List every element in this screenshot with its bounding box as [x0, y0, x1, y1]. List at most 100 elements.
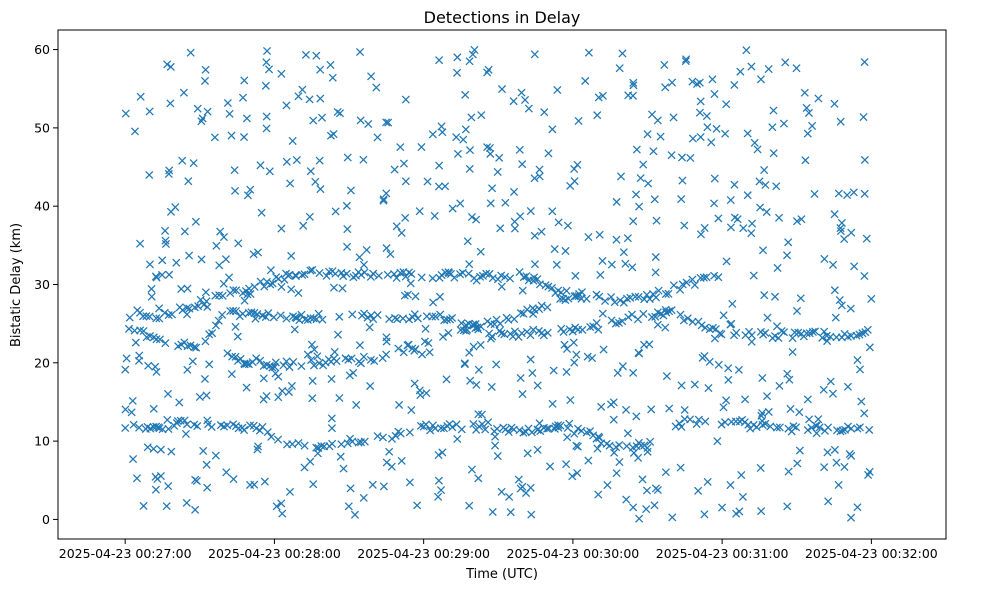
data-point — [127, 408, 136, 417]
data-point — [135, 423, 144, 432]
data-point — [694, 486, 703, 495]
data-point — [584, 48, 593, 57]
data-point — [291, 313, 300, 322]
data-point — [183, 284, 192, 293]
data-point — [430, 211, 439, 220]
data-point — [312, 51, 321, 60]
data-point — [615, 458, 624, 467]
data-point — [263, 46, 272, 56]
data-point — [128, 396, 137, 405]
data-point — [484, 65, 493, 74]
data-point — [510, 224, 519, 233]
data-point — [453, 149, 462, 158]
data-point — [435, 292, 444, 301]
data-point — [846, 513, 856, 522]
data-point — [662, 372, 671, 381]
data-point — [769, 106, 778, 115]
data-point — [240, 76, 249, 85]
data-point — [203, 302, 212, 312]
data-point — [810, 189, 819, 199]
data-point — [632, 412, 641, 421]
data-point — [317, 113, 327, 122]
data-point — [834, 480, 843, 489]
data-point — [678, 176, 687, 185]
data-point — [436, 310, 445, 319]
data-point — [167, 310, 177, 319]
data-point — [654, 286, 663, 295]
data-point — [830, 210, 839, 219]
data-point — [285, 487, 294, 496]
data-point — [701, 417, 710, 426]
data-point — [756, 75, 766, 84]
data-point — [783, 502, 792, 511]
data-point — [161, 339, 170, 348]
data-point — [122, 354, 131, 363]
data-point — [167, 447, 176, 456]
data-point — [812, 429, 821, 438]
data-point — [773, 263, 782, 272]
data-point — [668, 513, 677, 522]
data-point — [547, 283, 557, 292]
data-point — [382, 350, 391, 359]
data-point — [289, 357, 298, 367]
data-point — [310, 345, 319, 354]
data-point — [802, 103, 811, 112]
data-point — [288, 440, 297, 449]
data-point — [355, 341, 364, 350]
data-point — [712, 124, 721, 133]
data-point — [330, 347, 339, 356]
data-point — [834, 189, 843, 198]
data-point — [410, 310, 419, 319]
data-point — [783, 251, 792, 260]
data-point — [529, 276, 538, 285]
data-point — [592, 319, 601, 328]
data-point — [760, 291, 769, 300]
data-point — [763, 313, 772, 322]
data-point — [459, 135, 468, 144]
data-point — [303, 350, 312, 359]
data-point — [595, 433, 604, 443]
data-point — [165, 270, 174, 279]
data-point — [219, 279, 228, 288]
data-point — [493, 424, 502, 433]
data-point — [197, 117, 206, 126]
data-point — [629, 448, 639, 457]
data-point — [486, 319, 495, 329]
data-point — [516, 373, 525, 383]
data-point — [808, 121, 817, 130]
data-point — [695, 108, 704, 117]
data-point — [155, 335, 165, 344]
data-point — [482, 269, 491, 278]
data-point — [830, 445, 839, 454]
data-point — [756, 203, 765, 212]
data-point — [234, 239, 243, 248]
data-point — [308, 394, 317, 403]
data-point — [401, 95, 410, 104]
data-point — [429, 298, 438, 307]
data-point — [564, 294, 573, 303]
data-point — [415, 207, 424, 216]
data-point — [401, 272, 410, 281]
data-point — [481, 425, 490, 434]
data-point — [561, 246, 570, 256]
data-point — [860, 409, 869, 418]
data-point — [277, 499, 286, 508]
data-point — [635, 514, 644, 523]
data-point — [417, 143, 426, 152]
data-point — [803, 395, 812, 404]
data-point — [308, 265, 317, 275]
data-point — [607, 260, 616, 269]
data-point — [697, 321, 706, 330]
data-point — [823, 337, 832, 346]
data-point — [650, 195, 659, 204]
x-axis: 2025-04-23 00:27:00 2025-04-23 00:28:00 20… — [59, 539, 938, 561]
data-point — [131, 338, 140, 347]
data-point — [385, 447, 394, 456]
data-point — [517, 329, 526, 338]
data-point — [556, 421, 565, 430]
data-point — [496, 319, 505, 328]
data-point — [343, 439, 352, 448]
data-point — [359, 493, 368, 502]
data-point — [401, 177, 410, 186]
data-point — [444, 328, 453, 337]
